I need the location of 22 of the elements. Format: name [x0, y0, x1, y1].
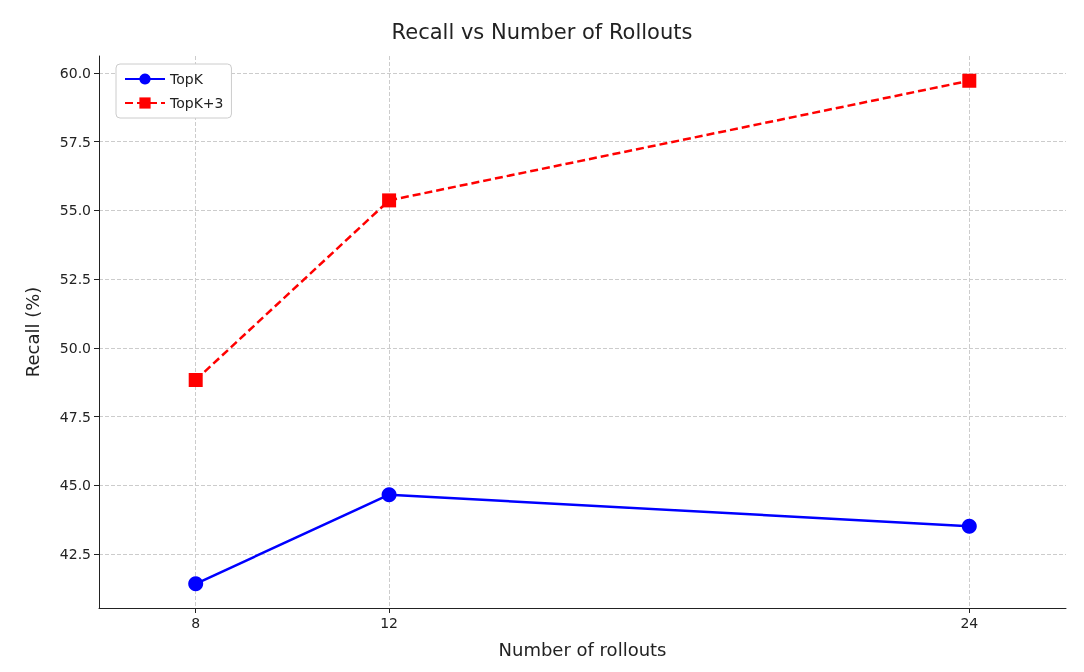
y-tick-label: 45.0: [59, 477, 91, 494]
y-axis-title: Recall (%): [21, 286, 43, 378]
x-axis-title: Number of rollouts: [498, 638, 667, 660]
point: [962, 73, 977, 88]
point: [188, 372, 203, 387]
y-tick-label: 52.5: [59, 271, 91, 288]
point: [961, 518, 977, 534]
legend-label: TopK+3: [169, 95, 224, 111]
point: [188, 576, 204, 592]
y-tick-label: 60.0: [59, 64, 91, 81]
x-tick-label: 12: [380, 615, 399, 631]
y-tick-label: 50.0: [59, 339, 91, 356]
y-tick-label: 55.0: [59, 202, 91, 219]
x-tick-label: 8: [191, 615, 201, 631]
y-tick-label: 57.5: [59, 133, 91, 150]
chart-title: Recall vs Number of Rollouts: [391, 19, 693, 44]
y-tick-label: 47.5: [59, 408, 91, 425]
point: [381, 487, 397, 503]
y-tick-label: 42.5: [59, 546, 91, 563]
x-tick-label: 24: [960, 615, 979, 631]
legend-label: TopK: [169, 71, 204, 87]
point: [382, 193, 397, 208]
